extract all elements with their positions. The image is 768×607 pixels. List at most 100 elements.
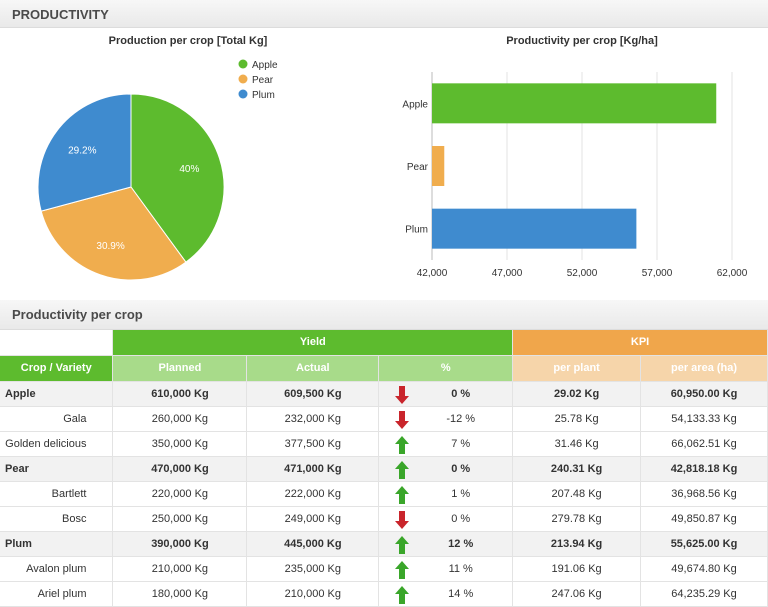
category-label: Apple bbox=[402, 99, 428, 110]
cell-per-area: 49,674.80 Kg bbox=[640, 556, 768, 582]
cell-percent: -12 % bbox=[378, 406, 514, 432]
cell-crop-name: Ariel plum bbox=[0, 581, 114, 607]
column-header-actual[interactable]: Actual bbox=[246, 355, 380, 382]
arrow-up-icon bbox=[395, 435, 410, 454]
cell-percent: 11 % bbox=[378, 556, 514, 582]
cell-crop-name: Bartlett bbox=[0, 481, 114, 507]
cell-percent: 7 % bbox=[378, 431, 514, 457]
cell-actual: 471,000 Kg bbox=[246, 456, 380, 482]
arrow-down-icon bbox=[395, 510, 410, 529]
pie-slice-pear[interactable] bbox=[40, 186, 187, 281]
arrow-up-icon bbox=[395, 535, 410, 554]
percent-value: 7 % bbox=[451, 437, 471, 450]
table-group-yield: Yield bbox=[112, 330, 514, 356]
percent-value: -12 % bbox=[446, 412, 476, 425]
bar-chart-title: Productivity per crop [Kg/ha] bbox=[506, 35, 658, 47]
pie-slice-label: 40% bbox=[179, 164, 199, 175]
cell-planned: 250,000 Kg bbox=[112, 506, 248, 532]
cell-crop-name: Bosc bbox=[0, 506, 114, 532]
arrow-down-icon bbox=[395, 410, 410, 429]
cell-crop-name: Gala bbox=[0, 406, 114, 432]
arrow-up-icon bbox=[395, 485, 410, 504]
cell-planned: 470,000 Kg bbox=[112, 456, 248, 482]
column-header-planned[interactable]: Planned bbox=[112, 355, 248, 382]
table-row-crop[interactable]: Apple 610,000 Kg 609,500 Kg 0 % 29.02 Kg 60,9… bbox=[0, 381, 768, 407]
percent-value: 11 % bbox=[448, 562, 473, 575]
column-header-per-area[interactable]: per area (ha) bbox=[640, 355, 768, 382]
cell-per-area: 60,950.00 Kg bbox=[640, 381, 768, 407]
pie-chart: Production per crop [Total Kg] 40% 30.9% 2… bbox=[37, 35, 278, 281]
legend-item-label[interactable]: Apple bbox=[252, 60, 278, 71]
pie-chart-title: Production per crop [Total Kg] bbox=[109, 35, 268, 47]
cell-per-plant: 29.02 Kg bbox=[512, 381, 642, 407]
cell-actual: 249,000 Kg bbox=[246, 506, 380, 532]
x-tick-label: 52,000 bbox=[567, 268, 598, 279]
bar-plum[interactable] bbox=[432, 208, 637, 249]
table-row-variety[interactable]: Golden delicious 350,000 Kg 377,500 Kg 7 % 3… bbox=[0, 431, 768, 457]
cell-planned: 210,000 Kg bbox=[112, 556, 248, 582]
productivity-header: PRODUCTIVITY bbox=[0, 0, 768, 28]
cell-planned: 610,000 Kg bbox=[112, 381, 248, 407]
cell-per-plant: 279.78 Kg bbox=[512, 506, 642, 532]
arrow-up-icon bbox=[395, 585, 410, 604]
cell-per-plant: 247.06 Kg bbox=[512, 581, 642, 607]
bar-chart: Productivity per crop [Kg/ha] Apple Pear P… bbox=[402, 35, 748, 279]
cell-per-area: 55,625.00 Kg bbox=[640, 531, 768, 557]
x-tick-label: 57,000 bbox=[642, 268, 673, 279]
column-header-percent[interactable]: % bbox=[378, 355, 514, 382]
cell-actual: 377,500 Kg bbox=[246, 431, 380, 457]
category-label: Plum bbox=[405, 225, 428, 236]
cell-percent: 14 % bbox=[378, 581, 514, 607]
cell-percent: 12 % bbox=[378, 531, 514, 557]
x-tick-label: 62,000 bbox=[717, 268, 748, 279]
table-row-variety[interactable]: Bosc 250,000 Kg 249,000 Kg 0 % 279.78 Kg 49,8… bbox=[0, 506, 768, 532]
cell-per-area: 36,968.56 Kg bbox=[640, 481, 768, 507]
cell-crop-name: Pear bbox=[0, 456, 114, 482]
cell-per-plant: 240.31 Kg bbox=[512, 456, 642, 482]
cell-planned: 180,000 Kg bbox=[112, 581, 248, 607]
table-group-kpi: KPI bbox=[512, 330, 768, 356]
column-header-per-plant[interactable]: per plant bbox=[512, 355, 642, 382]
column-header-crop[interactable]: Crop / Variety bbox=[0, 355, 114, 382]
x-tick-label: 47,000 bbox=[492, 268, 523, 279]
arrow-down-icon bbox=[395, 385, 410, 404]
table-row-variety[interactable]: Avalon plum 210,000 Kg 235,000 Kg 11 % 191.0… bbox=[0, 556, 768, 582]
cell-per-plant: 213.94 Kg bbox=[512, 531, 642, 557]
cell-per-area: 42,818.18 Kg bbox=[640, 456, 768, 482]
cell-actual: 232,000 Kg bbox=[246, 406, 380, 432]
percent-value: 0 % bbox=[451, 512, 471, 525]
table-row-variety[interactable]: Gala 260,000 Kg 232,000 Kg -12 % 25.78 Kg 54,… bbox=[0, 406, 768, 432]
table-group-blank bbox=[0, 330, 114, 356]
legend-item-label[interactable]: Pear bbox=[252, 75, 274, 86]
pie-slice-label: 30.9% bbox=[96, 241, 124, 252]
pie-slice-label: 29.2% bbox=[68, 146, 96, 157]
table-row-variety[interactable]: Ariel plum 180,000 Kg 210,000 Kg 14 % 247.06… bbox=[0, 581, 768, 607]
pie-chart-panel: Production per crop [Total Kg] 40% 30.9% 2… bbox=[0, 28, 384, 298]
cell-crop-name: Avalon plum bbox=[0, 556, 114, 582]
cell-percent: 0 % bbox=[378, 381, 514, 407]
cell-per-plant: 31.46 Kg bbox=[512, 431, 642, 457]
cell-planned: 260,000 Kg bbox=[112, 406, 248, 432]
legend-item-label[interactable]: Plum bbox=[252, 90, 275, 101]
cell-per-area: 66,062.51 Kg bbox=[640, 431, 768, 457]
productivity-table-header: Productivity per crop bbox=[0, 300, 768, 330]
cell-planned: 390,000 Kg bbox=[112, 531, 248, 557]
table-row-crop[interactable]: Plum 390,000 Kg 445,000 Kg 12 % 213.94 Kg 55,… bbox=[0, 531, 768, 557]
table-row-variety[interactable]: Bartlett 220,000 Kg 222,000 Kg 1 % 207.48 Kg… bbox=[0, 481, 768, 507]
cell-per-area: 54,133.33 Kg bbox=[640, 406, 768, 432]
cell-crop-name: Golden delicious bbox=[0, 431, 114, 457]
pie-slice-apple[interactable] bbox=[130, 93, 225, 263]
cell-percent: 0 % bbox=[378, 456, 514, 482]
percent-value: 0 % bbox=[451, 462, 471, 475]
bar-chart-panel: Productivity per crop [Kg/ha] Apple Pear P… bbox=[384, 28, 768, 298]
cell-actual: 445,000 Kg bbox=[246, 531, 380, 557]
legend-marker bbox=[238, 89, 248, 99]
table-row-crop[interactable]: Pear 470,000 Kg 471,000 Kg 0 % 240.31 Kg 42,8… bbox=[0, 456, 768, 482]
bar-apple[interactable] bbox=[432, 83, 717, 124]
bar-pear[interactable] bbox=[432, 146, 445, 186]
legend-marker bbox=[238, 59, 248, 69]
pie-slice-plum[interactable] bbox=[37, 93, 132, 212]
cell-actual: 235,000 Kg bbox=[246, 556, 380, 582]
cell-crop-name: Plum bbox=[0, 531, 114, 557]
cell-crop-name: Apple bbox=[0, 381, 114, 407]
